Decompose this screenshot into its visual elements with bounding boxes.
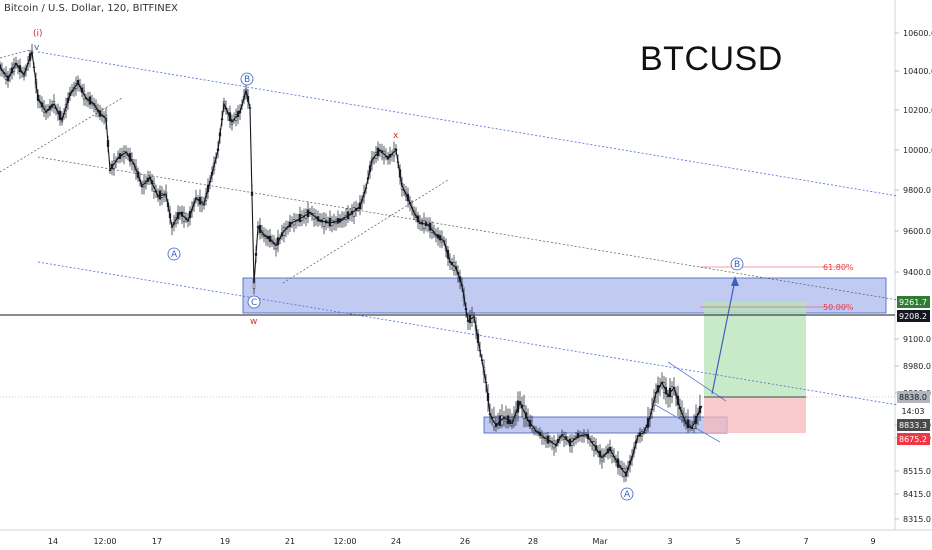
symbol-watermark: BTCUSD [640,40,783,78]
wave-label-w: w [250,317,257,327]
projection-arrow-head [731,276,739,286]
chart-header-title: Bitcoin / U.S. Dollar, 120, BITFINEX [4,3,178,14]
price-tag-label: 8675.2 [899,435,927,444]
x-tick-label: 21 [285,537,295,546]
wave-circle-a1 [167,247,181,261]
price-tag-box [897,405,930,417]
x-tick-label: 14 [48,537,58,546]
x-tick-label: 12:00 [93,537,116,546]
price-tag-box [897,433,930,445]
trendline-top-left[interactable] [0,49,31,59]
wave-circle-a2 [620,487,634,501]
y-tick-label: 10400.0 [903,67,932,76]
price-tag-label: 9261.7 [899,298,927,307]
y-axis-panel [895,0,932,530]
price-tag-label: 9208.2 [899,312,927,321]
fib-618-label: 61.80% [823,263,854,272]
wave-circle-b1 [240,72,254,86]
price-tag-box [897,391,930,403]
profit-target-zone[interactable] [704,302,806,397]
x-tick-label: 28 [528,537,538,546]
wave-circle-c [247,295,261,309]
y-tick-label: 8515.0 [903,467,931,476]
wave-label-b1: B [244,75,250,85]
wave-label-x: x [393,131,399,141]
wedge-upper-line[interactable] [667,361,727,402]
y-tick-label: 9100.0 [903,335,931,344]
wave-label-i: (i) [33,29,43,39]
price-tags: 9261.7 9208.2 8838.0 14:03 8833.3 8675.2 [897,296,930,445]
wave-label-a2: A [624,490,631,500]
x-tick-label: 17 [152,537,162,546]
wave-label-a1: A [171,250,178,260]
price-tag-label: 8833.3 [899,421,927,430]
y-tick-label: 8415.0 [903,490,931,499]
price-tag-box [897,419,930,431]
y-tick-label: 10200.0 [903,106,932,115]
wave-label-b2: B [734,260,740,270]
y-tick-label: 8980.0 [903,362,931,371]
price-tag-label: 14:03 [901,407,924,416]
stop-loss-zone[interactable] [704,397,806,433]
y-tick-label: 10000.0 [903,146,932,155]
price-tag-box [897,296,930,308]
y-tick-label: 9600.0 [903,227,931,236]
wave-label-v: v [34,43,40,53]
candle-body [422,219,426,230]
x-tick-label: 5 [735,537,740,546]
channel-upper-line[interactable] [37,51,899,197]
channel-lower-line[interactable] [37,261,899,406]
y-tick-label: 10600.0 [903,29,932,38]
wave-circle-b2 [730,257,744,271]
candle-body [0,64,2,70]
x-tick-label: 3 [667,537,672,546]
x-tick-label: 12:00 [333,537,356,546]
x-tick-label: 9 [870,537,875,546]
x-axis-ticks: 14 12:00 17 19 21 12:00 24 26 28 Mar 3 5 7 9 [48,537,876,546]
x-tick-label: 26 [460,537,470,546]
wave-label-c: C [251,298,257,308]
projection-arrow-line[interactable] [711,279,736,395]
channel-mid-line[interactable] [37,156,899,301]
trendline-left[interactable] [0,97,123,173]
y-tick-label: 8315.0 [903,515,931,524]
x-tick-label: 7 [803,537,808,546]
candle-body [328,217,332,227]
y-tick-label: 9800.0 [903,186,931,195]
x-tick-label: Mar [592,537,608,546]
candle-body [322,217,326,227]
price-tag-box [897,310,930,322]
fib-500-label: 50.00% [823,303,854,312]
y-tick-label: 9400.0 [903,268,931,277]
x-tick-label: 19 [220,537,230,546]
price-series-line [0,51,703,476]
price-tag-label: 8838.0 [899,393,927,402]
x-tick-label: 24 [391,537,401,546]
trendline-mid[interactable] [282,179,449,284]
candle-body [686,419,690,429]
